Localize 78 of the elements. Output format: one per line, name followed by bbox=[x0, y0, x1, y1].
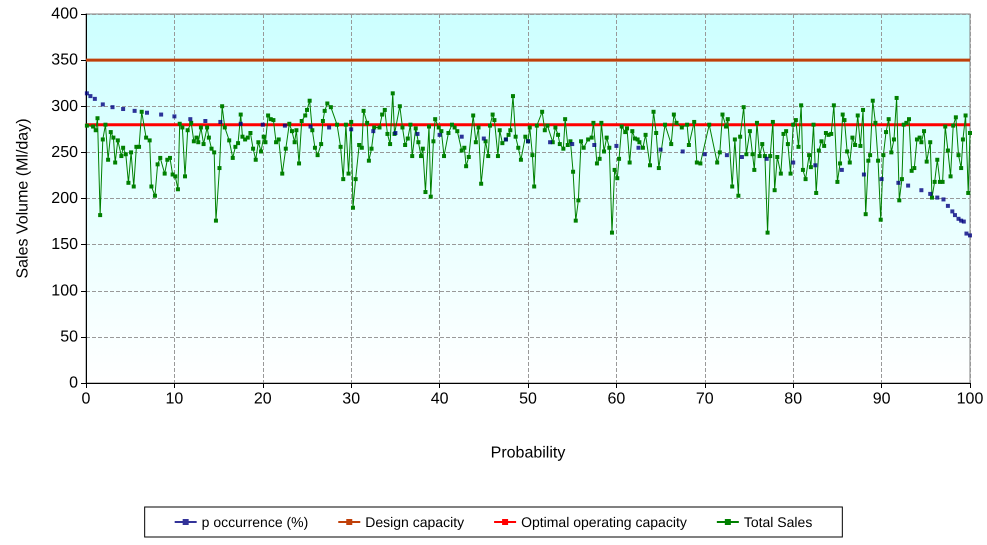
point bbox=[658, 148, 663, 152]
y-tick-label: 0 bbox=[69, 374, 78, 392]
point bbox=[840, 168, 844, 172]
x-tick-label: 50 bbox=[519, 390, 537, 408]
y-tick-label: 350 bbox=[51, 52, 78, 69]
point bbox=[121, 107, 126, 112]
point bbox=[238, 122, 243, 126]
x-tick-label: 0 bbox=[82, 390, 91, 408]
point bbox=[327, 125, 332, 130]
legend-label: Optimal operating capacity bbox=[521, 514, 687, 530]
point bbox=[702, 152, 707, 156]
point bbox=[906, 184, 910, 188]
x-tick-label: 100 bbox=[956, 390, 984, 408]
point bbox=[941, 197, 946, 202]
x-tick-label: 70 bbox=[696, 390, 714, 408]
point bbox=[764, 156, 769, 161]
point bbox=[172, 114, 176, 118]
point bbox=[952, 213, 957, 218]
x-tick-label: 90 bbox=[872, 390, 891, 408]
x-tick-label: 30 bbox=[342, 390, 360, 408]
point bbox=[282, 124, 287, 128]
point bbox=[964, 232, 968, 236]
point bbox=[88, 94, 92, 98]
point bbox=[460, 134, 464, 139]
point bbox=[862, 172, 866, 177]
point bbox=[110, 105, 115, 110]
x-tick-label: 40 bbox=[430, 390, 449, 408]
point bbox=[919, 188, 924, 192]
point bbox=[636, 146, 640, 150]
point bbox=[349, 127, 354, 132]
point bbox=[548, 140, 552, 144]
x-tick-label: 60 bbox=[608, 390, 626, 408]
point bbox=[144, 110, 149, 115]
point bbox=[416, 132, 420, 136]
x-tick-label: 20 bbox=[254, 390, 272, 408]
point bbox=[218, 120, 222, 124]
y-tick-label: 50 bbox=[60, 328, 78, 346]
point bbox=[680, 149, 685, 154]
point bbox=[92, 96, 97, 101]
point bbox=[159, 112, 164, 117]
point bbox=[100, 102, 105, 106]
point bbox=[813, 163, 818, 168]
y-tick-label: 150 bbox=[51, 236, 78, 254]
y-tick-label: 250 bbox=[51, 144, 78, 161]
legend-label: p occurrence (%) bbox=[202, 514, 308, 530]
legend-label: Design capacity bbox=[365, 514, 464, 530]
point bbox=[260, 122, 265, 127]
point bbox=[896, 180, 900, 185]
point bbox=[132, 108, 137, 113]
point bbox=[188, 117, 192, 122]
y-tick-label: 400 bbox=[51, 6, 78, 22]
point bbox=[962, 220, 966, 224]
point bbox=[308, 124, 313, 129]
point bbox=[724, 153, 729, 158]
point bbox=[928, 192, 932, 196]
y-axis-title: Sales Volume (Ml/day) bbox=[14, 118, 32, 279]
point bbox=[950, 209, 954, 214]
x-tick-label: 80 bbox=[784, 390, 802, 408]
point bbox=[791, 160, 796, 165]
point bbox=[570, 142, 574, 146]
x-axis-title: Probability bbox=[490, 444, 566, 462]
y-tick-label: 300 bbox=[51, 98, 78, 115]
point bbox=[935, 196, 940, 200]
point bbox=[968, 233, 972, 238]
point bbox=[203, 119, 208, 124]
point bbox=[592, 142, 596, 147]
point bbox=[482, 136, 486, 141]
point bbox=[740, 154, 744, 159]
point bbox=[371, 129, 376, 134]
y-tick-label: 200 bbox=[51, 190, 78, 207]
y-tick-label: 100 bbox=[51, 282, 78, 300]
point bbox=[880, 177, 884, 182]
legend-label: Total Sales bbox=[744, 514, 812, 530]
point bbox=[946, 204, 950, 208]
point bbox=[84, 91, 89, 96]
x-tick-label: 10 bbox=[166, 390, 184, 408]
point bbox=[614, 144, 618, 148]
point bbox=[438, 132, 442, 137]
